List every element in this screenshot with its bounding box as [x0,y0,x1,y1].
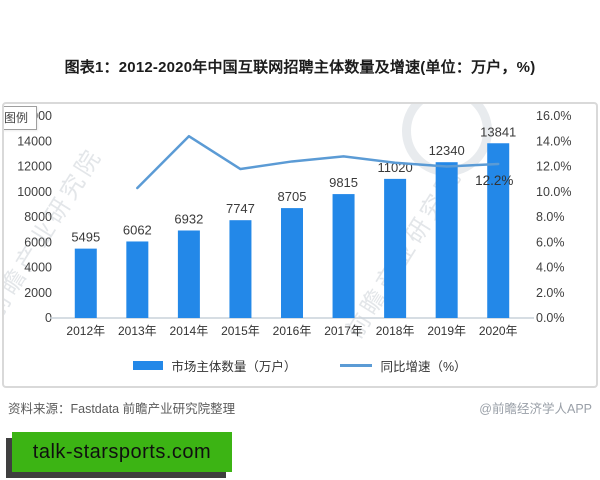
x-axis-label: 2020年 [479,324,518,338]
legend-item-line[interactable]: 同比增速（%） [340,356,467,375]
bar-2018年[interactable] [384,178,407,318]
bar-value-label: 7747 [226,201,255,216]
left-axis-tick: 8000 [24,210,52,224]
legend-item-bars[interactable]: 市场主体数量（万户） [133,356,296,375]
left-axis-tick: 12000 [17,160,52,174]
bar-value-label: 5495 [71,230,100,245]
right-axis-tick: 2.0% [536,286,565,300]
chart-legend: 市场主体数量（万户） 同比增速（%） [4,356,596,375]
line-swatch-icon [340,364,373,367]
bar-2020年[interactable] [487,143,510,318]
credit-text: @前瞻经济学人APP [479,402,592,416]
line-point-label: 12.2% [475,173,513,188]
bar-2016年[interactable] [281,208,303,318]
right-axis-tick: 10.0% [536,185,571,199]
left-axis-tick: 4000 [24,261,52,275]
x-axis-label: 2014年 [170,324,209,338]
x-axis-label: 2015年 [221,324,260,338]
left-axis-tick: 6000 [24,235,52,249]
bar-value-label: 13841 [480,124,516,139]
x-axis-label: 2018年 [376,324,415,338]
x-axis-label: 2016年 [273,324,312,338]
right-axis-tick: 0.0% [536,311,565,325]
x-axis-label: 2017年 [324,324,363,338]
bar-2019年[interactable] [435,162,458,318]
footer: 资料来源：Fastdata 前瞻产业研究院整理 @前瞻经济学人APP [8,398,592,417]
bar-value-label: 9815 [329,175,358,190]
bar-2015年[interactable] [229,220,252,318]
right-axis-tick: 4.0% [536,261,565,275]
left-axis-tick: 0 [45,311,52,325]
bar-value-label: 8705 [278,189,307,204]
right-axis-tick: 6.0% [536,235,565,249]
bar-2014年[interactable] [177,230,200,318]
growth-line[interactable] [136,134,500,190]
left-axis-tick: 2000 [24,286,52,300]
legend-tooltip[interactable]: 图例 [4,106,38,130]
x-axis-label: 2013年 [118,324,157,338]
right-axis-tick: 8.0% [536,210,565,224]
x-axis-label: 2019年 [427,324,466,338]
legend-label-line: 同比增速（%） [380,360,467,374]
source-text: 资料来源：Fastdata 前瞻产业研究院整理 [8,402,236,416]
site-watermark-label: talk-starsports.com [32,440,212,463]
right-axis-tick: 14.0% [536,134,571,148]
bar-2013年[interactable] [126,241,149,318]
site-watermark-badge[interactable]: talk-starsports.com [12,432,232,472]
legend-label-bars: 市场主体数量（万户） [171,360,297,374]
x-axis-label: 2012年 [66,324,105,338]
bar-2012年[interactable] [74,248,97,318]
bar-value-label: 6062 [123,222,152,237]
chart-title: 图表1：2012-2020年中国互联网招聘主体数量及增速(单位：万户，%) [64,59,536,76]
chart-plot: 02000400060008000100001200014000160000.0… [17,109,571,338]
right-axis-tick: 12.0% [536,160,571,174]
bar-swatch-icon [133,361,164,370]
left-axis-tick: 10000 [17,185,52,199]
chart-card: 前瞻产业研究院 前瞻产业研究院 020004000600080001000012… [2,102,598,388]
bar-value-label: 12340 [429,143,465,158]
right-axis-tick: 16.0% [536,109,571,123]
left-axis-tick: 14000 [17,134,52,148]
bar-2017年[interactable] [332,194,355,318]
bar-value-label: 6932 [174,211,203,226]
